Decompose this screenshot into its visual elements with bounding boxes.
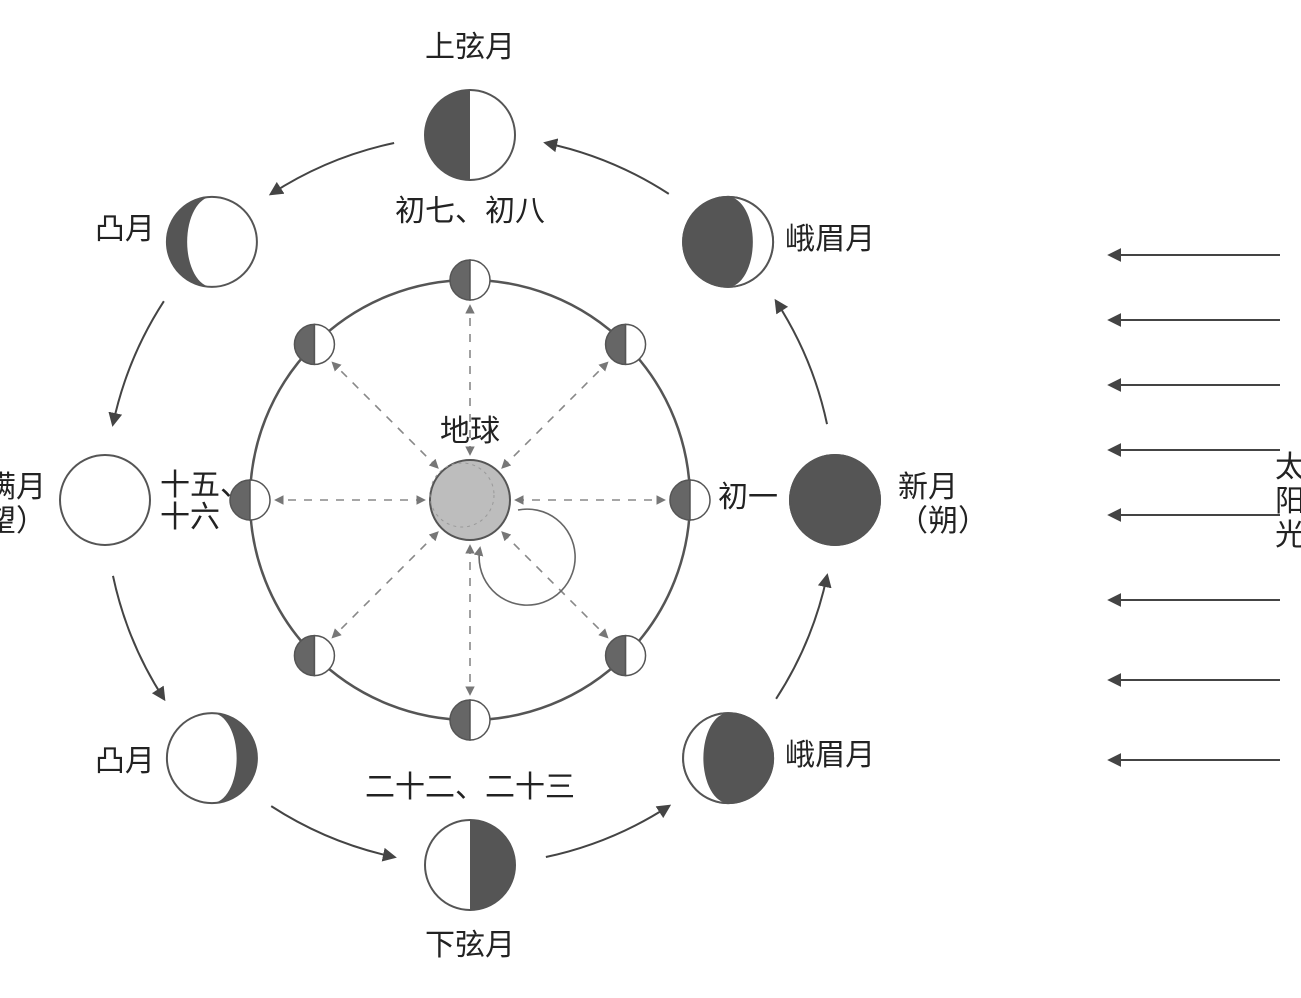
sunlight-label-char: 太 [1275, 451, 1301, 484]
outer-moon-first_quarter [425, 90, 515, 180]
date-full-moon-2: 十六 [160, 501, 220, 534]
orbit-flow-arrow [546, 806, 669, 857]
label-new-moon-sub: （朔） [898, 505, 988, 538]
date-new-moon: 初一 [718, 481, 778, 514]
inner-moon [450, 260, 490, 300]
radial-line [503, 533, 608, 638]
radial-line [333, 363, 438, 468]
label-new-moon: 新月 [898, 471, 958, 504]
date-first-quarter: 初七、初八 [395, 195, 545, 228]
label-wax-crescent: 峨眉月 [785, 223, 875, 256]
radial-line [333, 533, 438, 638]
orbit-flow-arrow [271, 806, 394, 857]
orbit-flow-arrow [546, 143, 669, 194]
outer-moon-full [60, 455, 150, 545]
moon-phase-diagram: 地球新月（朔）初一峨眉月上弦月初七、初八凸月满月（望）十五、十六凸月下弦月二十二… [0, 0, 1301, 998]
inner-moon [670, 480, 710, 520]
label-full-moon: 满月 [0, 471, 46, 504]
outer-moon-new [790, 455, 880, 545]
inner-moon [606, 324, 646, 364]
outer-moon-wax_crescent [683, 197, 773, 287]
radial-line [503, 363, 608, 468]
sunlight-label-char: 阳 [1275, 485, 1301, 518]
label-wan-crescent: 峨眉月 [785, 739, 875, 772]
inner-moon [294, 324, 334, 364]
inner-moon [450, 700, 490, 740]
label-wan-gibbous: 凸月 [95, 745, 155, 778]
orbit-flow-arrow [776, 576, 827, 699]
sunlight-label-char: 光 [1275, 519, 1301, 552]
earth-label: 地球 [440, 415, 500, 448]
orbit-flow-arrow [113, 301, 164, 424]
outer-moon-wax_gibbous [167, 197, 257, 287]
label-full-moon-sub: （望） [0, 505, 46, 538]
orbit-flow-arrow [776, 301, 827, 424]
label-last-quarter: 下弦月 [425, 929, 515, 962]
inner-moon [294, 636, 334, 676]
inner-moon [606, 636, 646, 676]
label-wax-gibbous: 凸月 [95, 213, 155, 246]
orbit-flow-arrow [271, 143, 394, 194]
outer-moon-wan_crescent [683, 713, 773, 803]
outer-moon-wan_gibbous [167, 713, 257, 803]
date-last-quarter: 二十二、二十三 [365, 771, 575, 804]
outer-moon-last_quarter [425, 820, 515, 910]
date-full-moon-1: 十五、 [160, 469, 250, 502]
orbit-flow-arrow [113, 576, 164, 699]
label-first-quarter: 上弦月 [425, 31, 515, 64]
